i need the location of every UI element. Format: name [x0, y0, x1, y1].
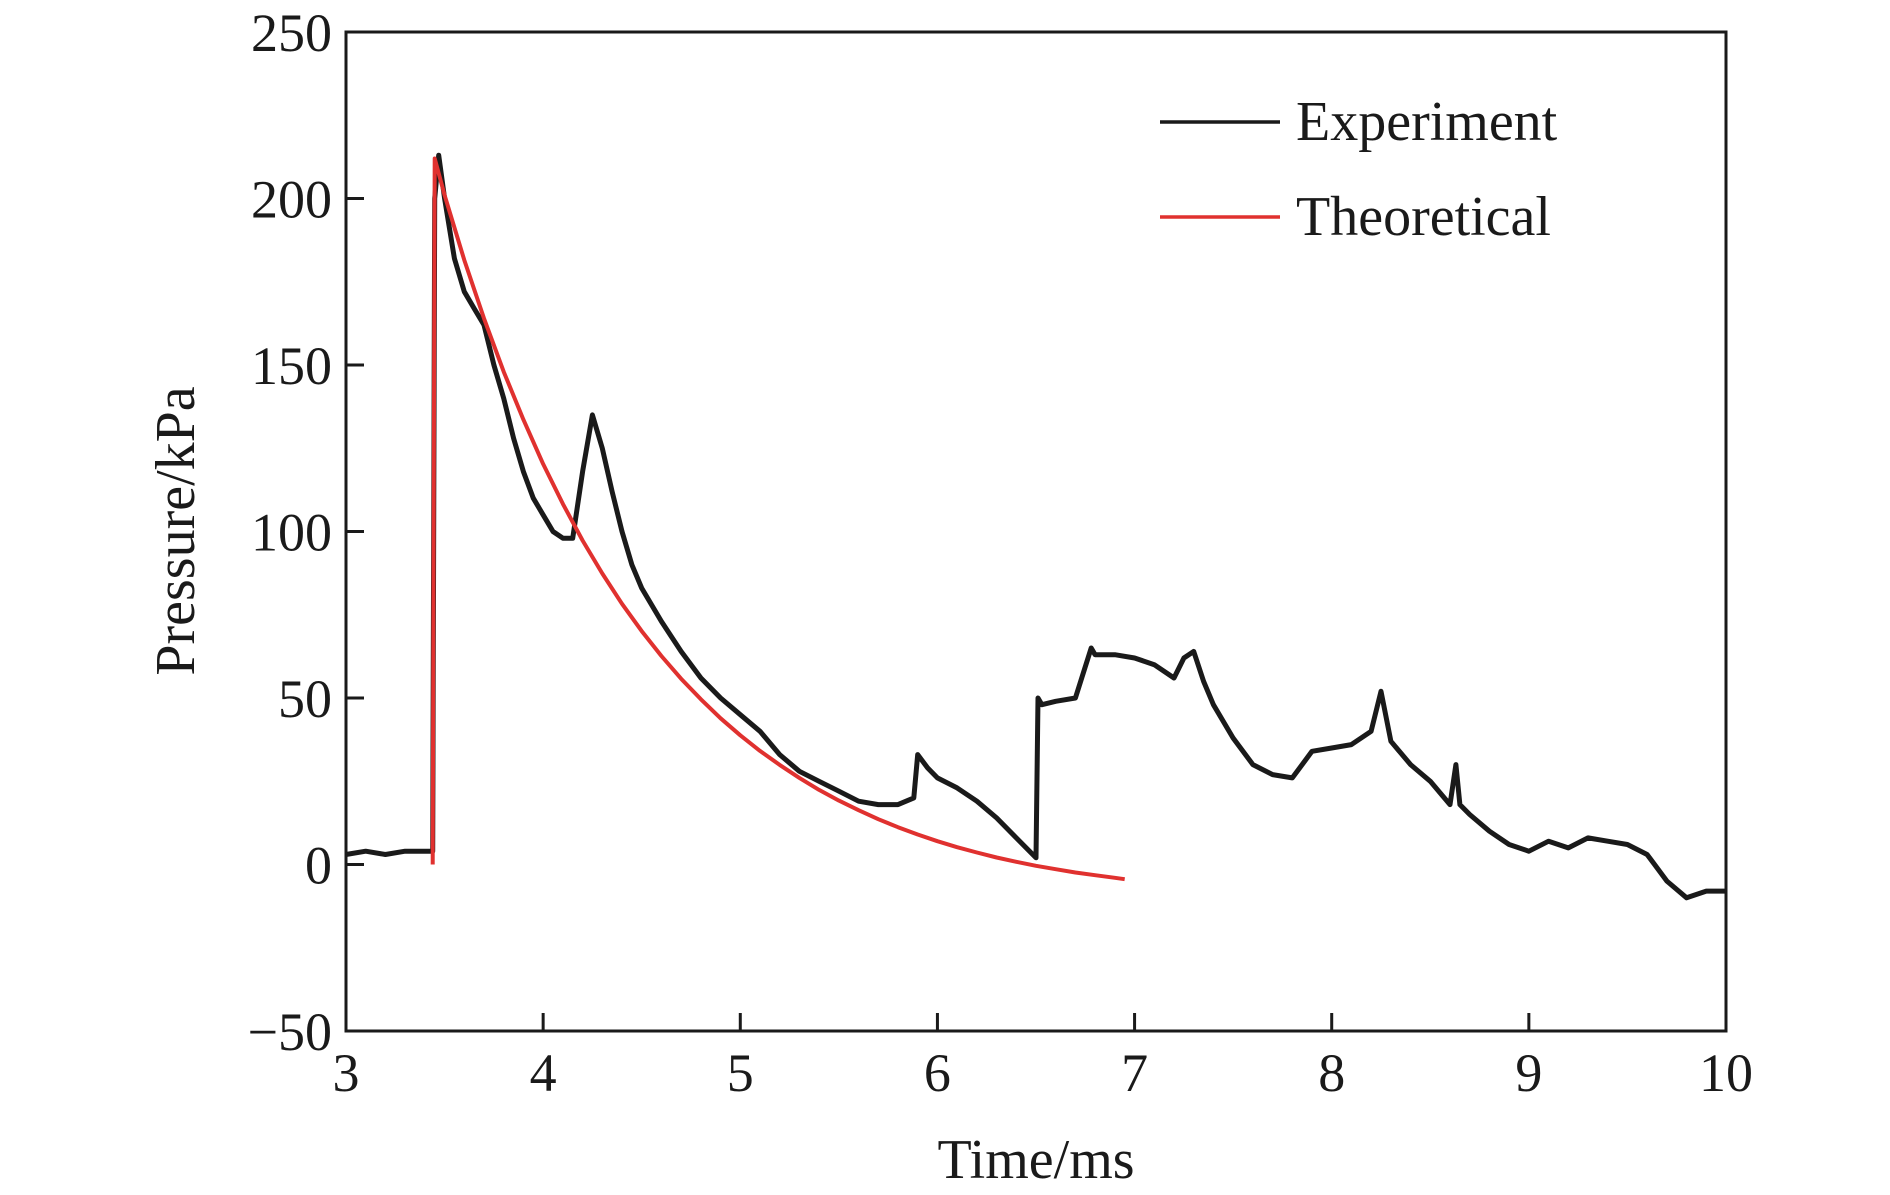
x-tick-label: 9	[1515, 1043, 1542, 1103]
y-tick-label: 200	[251, 170, 332, 230]
x-tick-label: 8	[1318, 1043, 1345, 1103]
legend-label-theoretical: Theoretical	[1296, 186, 1551, 248]
y-tick-label: 250	[251, 3, 332, 63]
legend: Experiment Theoretical	[1160, 91, 1558, 248]
x-tick-label: 3	[333, 1043, 360, 1103]
series-layer	[345, 152, 1726, 901]
y-tick-label: 100	[251, 503, 332, 563]
y-tick-label: 50	[278, 669, 332, 729]
y-axis: −50 0 50 100 150 200 250	[248, 3, 364, 1062]
legend-label-experiment: Experiment	[1296, 91, 1558, 153]
series-line-theoretical	[430, 156, 1125, 882]
y-tick-label: 0	[305, 836, 332, 896]
x-tick-label: 7	[1121, 1043, 1148, 1103]
y-tick-label: −50	[248, 1002, 332, 1062]
x-axis: 3 4 5 6 7 8 9 10	[333, 1013, 1753, 1103]
y-axis-title: Pressure/kPa	[145, 386, 207, 675]
x-tick-label: 6	[924, 1043, 951, 1103]
x-tick-label: 5	[727, 1043, 754, 1103]
y-tick-label: 150	[251, 336, 332, 396]
series-line-experiment	[345, 152, 1726, 901]
x-tick-label: 10	[1699, 1043, 1753, 1103]
x-tick-label: 4	[530, 1043, 557, 1103]
x-axis-title: Time/ms	[937, 1129, 1134, 1191]
